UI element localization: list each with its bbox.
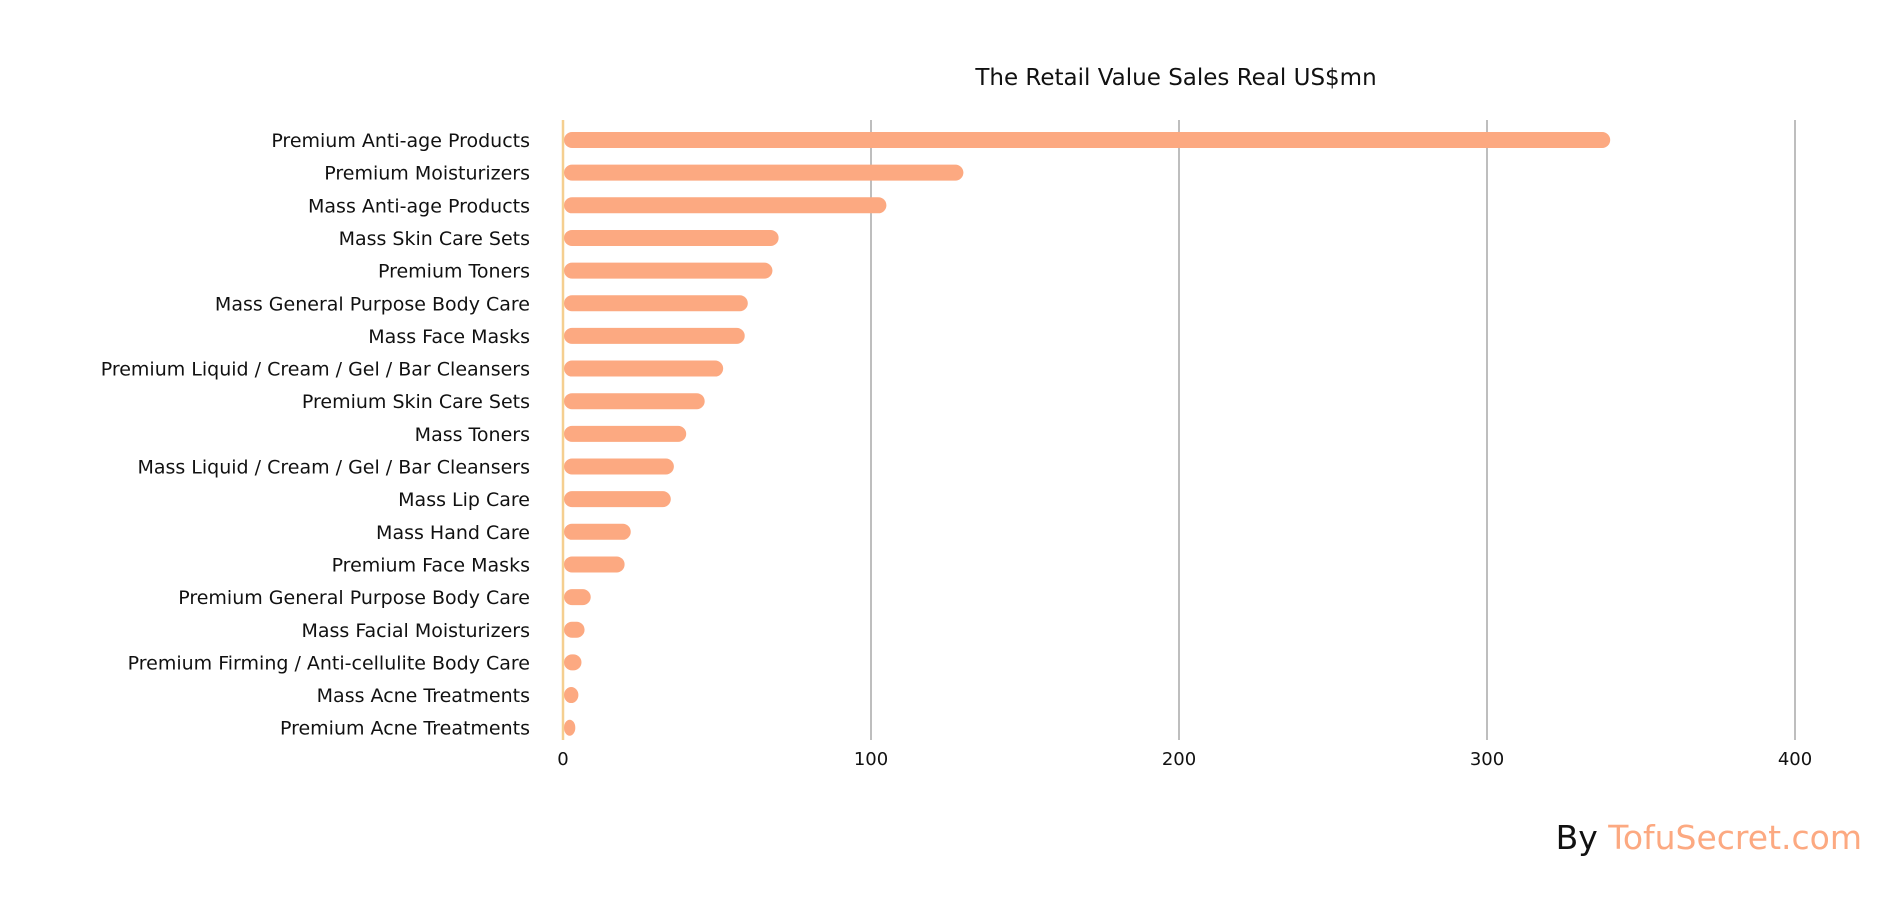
x-tick-label-400: 400	[1778, 749, 1812, 770]
x-tick-label-300: 300	[1470, 749, 1504, 770]
bar-0	[564, 132, 1611, 148]
category-label-1: Premium Moisturizers	[324, 163, 530, 185]
bar-7	[564, 360, 724, 377]
x-tick-label-200: 200	[1162, 749, 1196, 770]
bar-15	[564, 621, 585, 638]
bar-13	[564, 556, 625, 573]
category-label-18: Premium Acne Treatments	[280, 718, 530, 740]
category-label-15: Mass Facial Moisturizers	[301, 620, 530, 642]
category-label-17: Mass Acne Treatments	[317, 685, 530, 707]
category-label-2: Mass Anti-age Products	[308, 195, 530, 217]
bar-4	[564, 262, 773, 279]
category-label-5: Mass General Purpose Body Care	[215, 293, 530, 315]
bar-17	[564, 687, 579, 704]
bar-5	[564, 295, 748, 312]
bars	[564, 132, 1611, 736]
category-label-11: Mass Lip Care	[398, 489, 530, 511]
category-label-16: Premium Firming / Anti-cellulite Body Ca…	[128, 652, 530, 674]
credit-site-link[interactable]: TofuSecret.com	[1608, 818, 1862, 857]
bar-6	[564, 327, 745, 344]
category-label-8: Premium Skin Care Sets	[302, 391, 530, 413]
category-label-12: Mass Hand Care	[376, 522, 530, 544]
category-label-3: Mass Skin Care Sets	[339, 228, 530, 250]
bar-14	[564, 589, 591, 606]
credit-watermark: By TofuSecret.com	[1556, 818, 1862, 857]
bar-9	[564, 425, 687, 442]
bar-8	[564, 393, 705, 410]
x-tick-label-100: 100	[854, 749, 888, 770]
bar-1	[564, 164, 964, 181]
bar-3	[564, 229, 779, 246]
category-label-0: Premium Anti-age Products	[271, 130, 530, 152]
category-label-10: Mass Liquid / Cream / Gel / Bar Cleanser…	[137, 457, 530, 479]
x-axis-ticks: 0 100 200 300 400	[557, 749, 1812, 770]
bar-10	[564, 458, 674, 475]
bar-16	[564, 654, 582, 671]
bar-18	[564, 719, 576, 736]
category-label-9: Mass Toners	[415, 424, 530, 446]
category-label-6: Mass Face Masks	[368, 326, 530, 348]
bar-2	[564, 197, 887, 214]
bar-11	[564, 491, 671, 508]
category-label-7: Premium Liquid / Cream / Gel / Bar Clean…	[101, 359, 530, 381]
x-tick-label-0: 0	[557, 749, 568, 770]
bar-12	[564, 523, 631, 540]
category-label-14: Premium General Purpose Body Care	[178, 587, 530, 609]
credit-by: By	[1555, 818, 1598, 857]
category-labels: Premium Anti-age Products Premium Moistur…	[101, 130, 530, 740]
chart-title: The Retail Value Sales Real US$mn	[974, 65, 1376, 91]
gridlines	[561, 120, 1796, 740]
category-label-13: Premium Face Masks	[332, 554, 530, 576]
category-label-4: Premium Toners	[378, 261, 530, 283]
